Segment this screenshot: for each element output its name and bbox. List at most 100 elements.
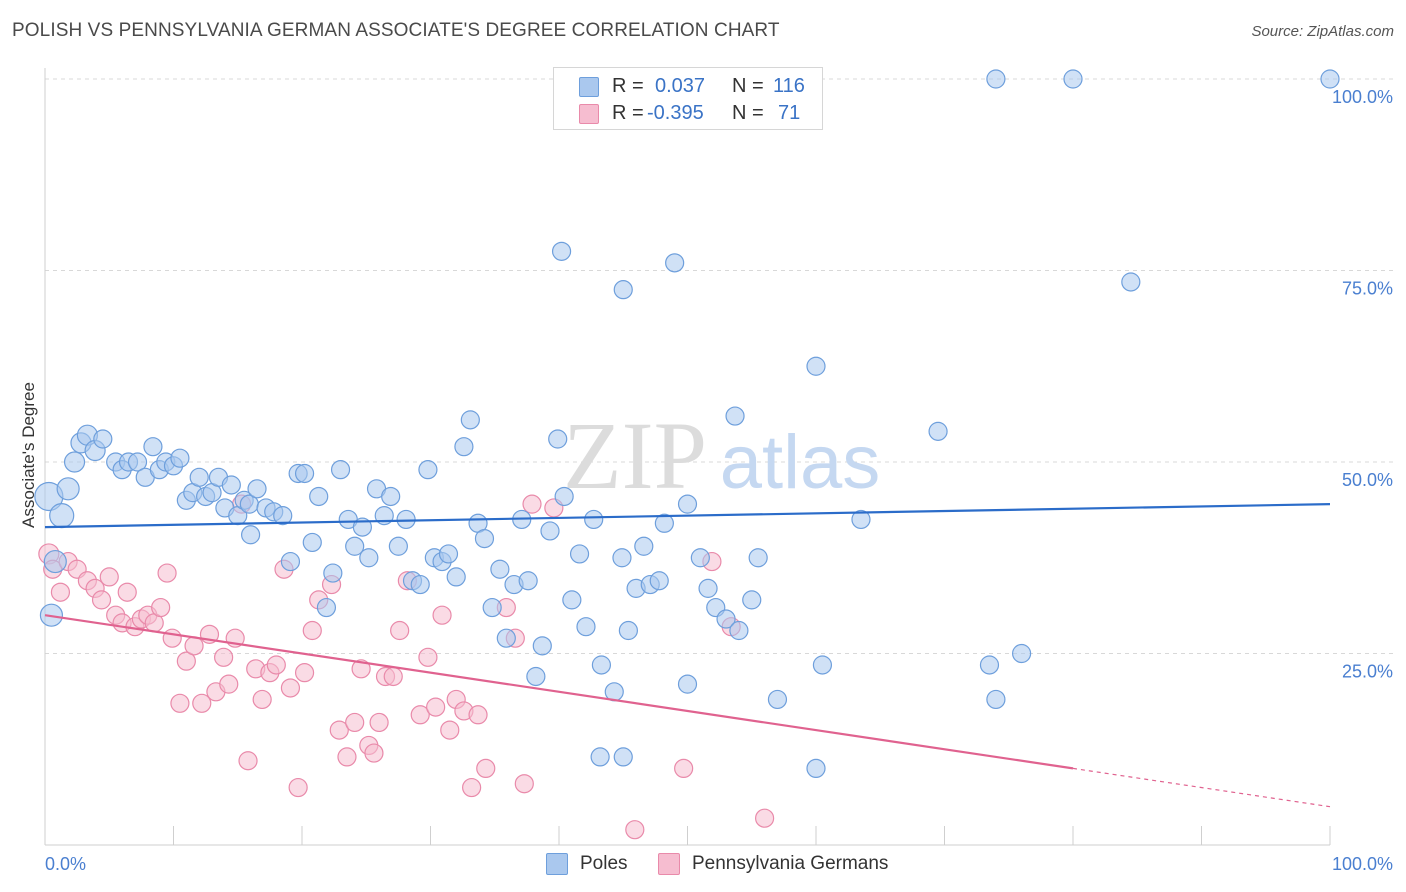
pennsylvania-germans-point (514, 774, 534, 794)
pennsylvania-germans-point (176, 651, 196, 671)
poles-point (851, 509, 871, 530)
r-label: R = (612, 75, 644, 97)
pennsylvania-germans-point (294, 663, 315, 683)
poles-point (612, 548, 632, 568)
trend-lines (44, 503, 1331, 808)
poles-point (280, 551, 301, 572)
poles-point (1121, 272, 1141, 292)
n-label: N = (732, 102, 764, 124)
pennsylvania-germans-point (345, 712, 365, 733)
poles-point (1011, 643, 1032, 664)
pennsylvania-germans-point (99, 567, 119, 587)
stats-legend: R = 0.037 N = 116 R = -0.395 N = 71 (553, 67, 823, 130)
poles-point (665, 253, 685, 273)
pennsylvania-germans-point (432, 605, 452, 625)
poles-point (928, 421, 948, 441)
poles-point (554, 486, 574, 507)
legend-label: Pennsylvania Germans (692, 853, 889, 874)
poles-point (247, 479, 267, 499)
poles-point (388, 536, 408, 556)
pennsylvania-germans-point (302, 620, 322, 641)
poles-point (767, 689, 788, 710)
pennsylvania-germans-point (162, 628, 182, 648)
poles-point (93, 429, 113, 449)
y-axis-label: Associate's Degree (19, 382, 38, 528)
pennsylvania-germans-point (266, 655, 286, 675)
pennsylvania-germans-point (151, 597, 171, 618)
poles-point (323, 563, 343, 583)
poles-point (540, 521, 560, 541)
poles-point (241, 525, 261, 545)
poles-point (690, 548, 710, 568)
pennsylvania-germans-point (383, 666, 403, 687)
x-tick-label: 100.0% (1332, 854, 1393, 874)
poles-point (634, 536, 654, 556)
poles-point (532, 636, 552, 656)
poles-point (438, 544, 459, 564)
poles-point (812, 655, 833, 675)
poles-swatch (579, 77, 599, 97)
pennsylvania-germans-point (426, 697, 446, 717)
poles-trend-line (44, 503, 1331, 529)
pennsylvania-germans-point (280, 678, 301, 698)
poles-point (590, 747, 610, 767)
poles-point (748, 548, 768, 568)
poles-point (309, 486, 329, 507)
poles-point (460, 410, 480, 430)
pennsylvania-germans-point (238, 751, 258, 771)
poles-point (986, 69, 1006, 89)
r-label: R = (612, 102, 644, 124)
pennsylvania-germans-point (468, 705, 488, 725)
pennsylvania-germans-point (418, 647, 438, 667)
pennsylvania-germans-point (625, 820, 645, 840)
poles-point (273, 506, 293, 526)
poles-point (316, 597, 337, 618)
pennsylvania-germans-point (754, 808, 775, 828)
poles-point (725, 406, 745, 426)
poles-point (613, 280, 633, 300)
poles-point (591, 655, 612, 675)
pennsylvania-germans-trend-line (44, 614, 1074, 770)
poles-point (716, 609, 736, 629)
poles-point (1063, 69, 1083, 89)
pennsylvania-germans-point (288, 777, 308, 798)
pennsylvania-germans-point (476, 758, 496, 779)
gridlines (45, 78, 1393, 654)
poles-point (143, 437, 163, 457)
poles-point (649, 571, 669, 591)
y-tick-label: 100.0% (1332, 87, 1393, 107)
watermark: ZIP atlas (563, 402, 880, 509)
pennsylvania-germans-point (329, 720, 349, 740)
r-value: 0.037 (655, 75, 706, 97)
pennsylvania-germans-point (157, 563, 177, 583)
pennsylvania-germans-swatch (579, 104, 599, 124)
y-tick-label: 75.0% (1342, 279, 1393, 299)
n-value: 71 (778, 102, 801, 124)
poles-point (63, 451, 86, 473)
poles-point (482, 597, 502, 618)
poles-point (1320, 69, 1340, 89)
pennsylvania-germans-point (522, 494, 542, 514)
poles-point (698, 578, 718, 598)
pennsylvania-germans-point (337, 747, 357, 767)
r-value: -0.395 (647, 102, 704, 124)
poles-point (548, 429, 568, 449)
pennsylvania-germans-point (369, 712, 389, 733)
poles-point (654, 513, 674, 533)
poles-point (562, 590, 582, 610)
pennsylvania-germans-point (410, 705, 430, 725)
pennsylvania-germans-point (440, 720, 460, 740)
poles-point (474, 528, 495, 549)
poles-point (446, 567, 466, 587)
poles-point (584, 509, 604, 530)
poles-point (294, 463, 315, 484)
poles-point (359, 548, 379, 568)
stats-legend-row-pennsylvania-germans: R = -0.395 N = 71 (554, 101, 824, 129)
pennsylvania-germans-point (351, 659, 371, 679)
poles-point (518, 571, 538, 591)
legend-label: Poles (580, 853, 628, 874)
pennsylvania-germans-point (184, 636, 204, 656)
n-value: 116 (773, 75, 805, 97)
poles-point (677, 494, 698, 514)
